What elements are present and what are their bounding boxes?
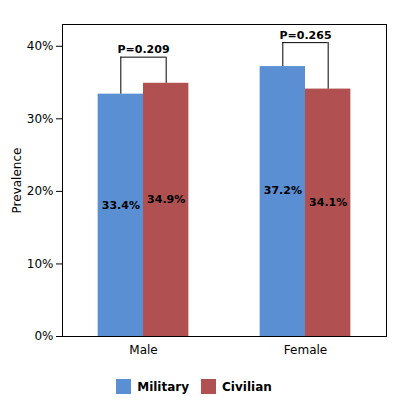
svg-text:34.9%: 34.9% bbox=[147, 193, 185, 206]
svg-text:33.4%: 33.4% bbox=[102, 199, 140, 212]
svg-text:Female: Female bbox=[284, 343, 327, 357]
html-text:Civilian: Civilian bbox=[222, 379, 272, 394]
svg-text:10%: 10% bbox=[27, 257, 54, 271]
svg-text:37.2%: 37.2% bbox=[264, 184, 302, 197]
svg-text:0%: 0% bbox=[34, 329, 53, 343]
svg-text:Prevalence: Prevalence bbox=[10, 148, 24, 214]
html-text:Military: Military bbox=[137, 379, 190, 394]
svg-text:Male: Male bbox=[129, 343, 157, 357]
svg-text:P=0.265: P=0.265 bbox=[279, 29, 331, 42]
svg-text:P=0.209: P=0.209 bbox=[117, 43, 169, 56]
svg-text:34.1%: 34.1% bbox=[309, 196, 347, 209]
svg-text:20%: 20% bbox=[27, 184, 54, 198]
svg-text:30%: 30% bbox=[27, 112, 54, 126]
svg-text:40%: 40% bbox=[27, 39, 54, 53]
